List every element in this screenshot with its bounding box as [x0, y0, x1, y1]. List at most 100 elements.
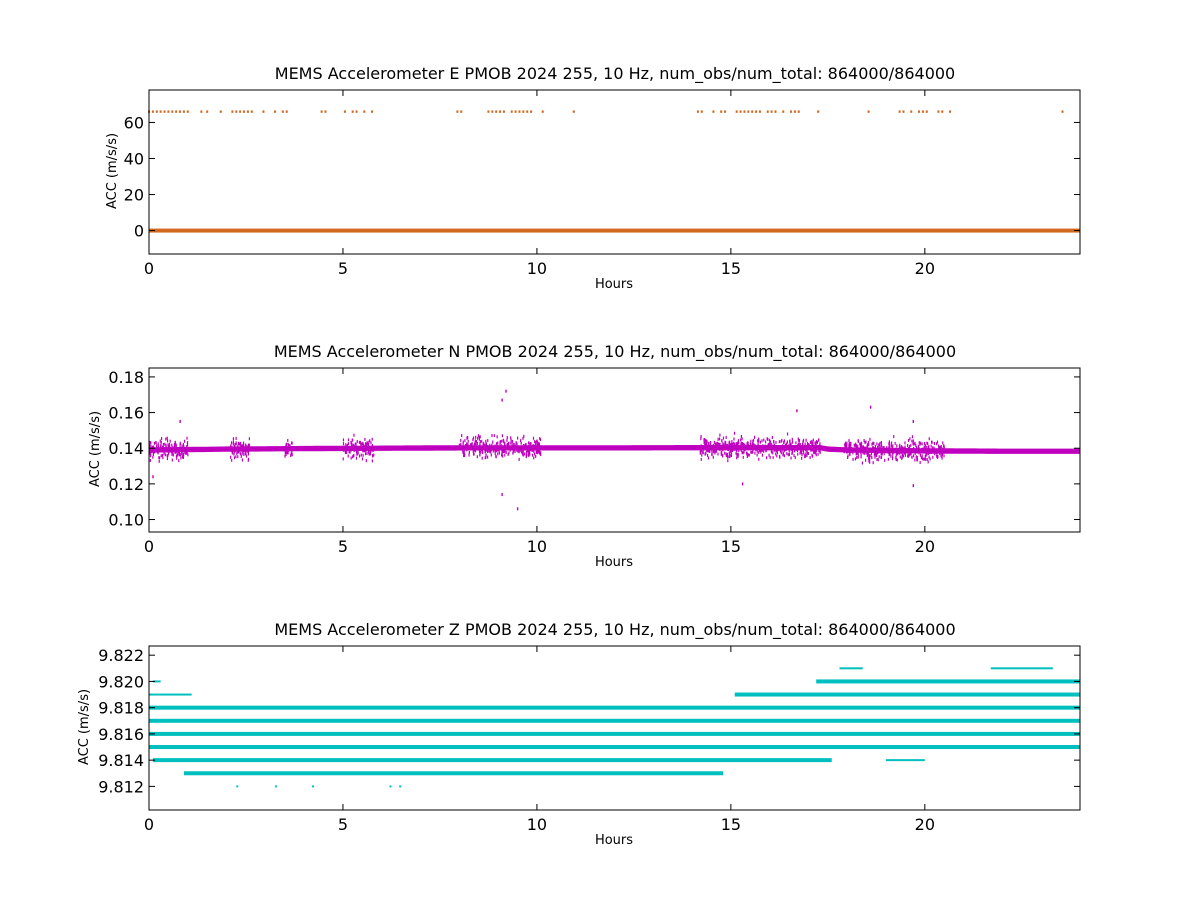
data-point	[845, 443, 847, 447]
plot-frame	[148, 89, 1081, 255]
data-point	[902, 446, 904, 450]
data-point	[248, 444, 250, 448]
data-point	[180, 456, 182, 460]
data-point	[888, 440, 891, 444]
data-point	[724, 443, 726, 447]
data-point	[806, 451, 809, 455]
data-point	[876, 457, 878, 461]
data-point	[724, 110, 727, 113]
data-point	[232, 440, 234, 444]
data-point	[369, 449, 372, 453]
data-point	[867, 451, 869, 455]
data-point	[486, 448, 488, 452]
data-point	[752, 441, 754, 445]
y-tick-label: 9.816	[98, 725, 144, 744]
data-level-segment	[149, 705, 1080, 710]
data-point	[174, 441, 176, 445]
data-point	[472, 447, 474, 451]
data-point	[859, 442, 861, 446]
data-point	[873, 446, 875, 450]
data-point	[164, 453, 167, 457]
data-point	[168, 448, 170, 452]
data-point	[730, 452, 733, 456]
data-point	[363, 444, 365, 448]
data-point	[759, 444, 761, 448]
data-point	[806, 454, 808, 458]
data-point	[815, 451, 817, 455]
data-point	[347, 448, 349, 452]
y-tick-label: 9.812	[98, 777, 144, 796]
data-point	[902, 454, 905, 458]
data-point	[518, 457, 520, 461]
data-point	[163, 452, 165, 456]
data-point	[487, 445, 489, 449]
data-point	[463, 446, 465, 450]
data-point	[479, 444, 481, 448]
data-point	[471, 442, 473, 446]
data-point	[736, 456, 738, 460]
data-point	[772, 446, 775, 450]
data-point	[532, 436, 535, 440]
data-point	[502, 110, 505, 113]
data-point	[722, 436, 725, 440]
data-point	[747, 444, 749, 448]
data-point	[467, 435, 469, 439]
data-point	[741, 446, 743, 450]
data-point	[364, 437, 366, 441]
data-point	[177, 448, 179, 452]
data-point	[171, 443, 173, 447]
data-point	[150, 444, 152, 448]
data-point	[149, 440, 151, 444]
data-point	[868, 459, 870, 463]
data-point	[703, 437, 705, 441]
data-point	[850, 441, 852, 445]
data-point	[923, 445, 925, 449]
data-point	[890, 441, 893, 445]
data-point	[364, 444, 366, 448]
y-tick-label: 0	[134, 222, 144, 241]
data-point	[808, 446, 810, 450]
data-point	[371, 443, 373, 447]
data-point	[702, 451, 704, 455]
data-point	[737, 454, 739, 458]
data-point	[880, 452, 882, 456]
data-point	[737, 439, 740, 443]
data-point	[287, 449, 289, 453]
data-point	[746, 446, 748, 450]
data-point	[844, 446, 846, 450]
data-point	[907, 450, 910, 454]
data-point	[502, 454, 504, 458]
data-point	[810, 445, 812, 449]
data-point	[274, 110, 277, 113]
data-point	[802, 440, 804, 444]
data-point	[875, 454, 878, 458]
data-point	[704, 438, 706, 442]
data-point	[182, 110, 185, 113]
data-point	[506, 443, 508, 447]
data-point	[732, 446, 735, 450]
data-point	[939, 446, 941, 450]
data-point	[860, 453, 862, 457]
data-point	[925, 452, 928, 456]
data-point	[782, 453, 784, 457]
data-point	[520, 447, 522, 451]
x-axis-label: Hours	[595, 833, 633, 848]
data-point	[174, 443, 176, 447]
data-point	[347, 454, 349, 458]
data-point	[790, 446, 792, 450]
data-point	[505, 389, 507, 393]
data-point	[889, 452, 891, 456]
data-point	[360, 453, 362, 457]
data-point	[860, 442, 862, 446]
data-point	[508, 451, 510, 455]
data-point	[175, 454, 178, 458]
data-point	[472, 452, 475, 456]
data-point	[474, 440, 476, 444]
data-point	[175, 110, 178, 113]
data-point	[165, 445, 167, 449]
chart-title: MEMS Accelerometer Z PMOB 2024 255, 10 H…	[274, 620, 955, 640]
data-point	[750, 446, 752, 450]
data-point	[721, 448, 723, 452]
data-point	[359, 446, 361, 450]
data-point	[735, 447, 737, 451]
